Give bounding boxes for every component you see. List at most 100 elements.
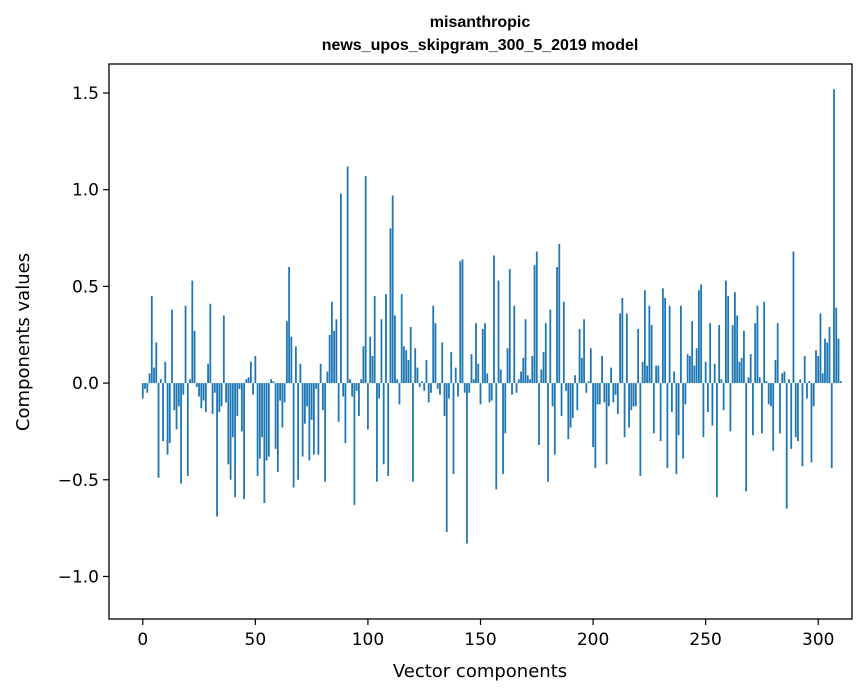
bar — [801, 383, 804, 467]
y-tick-label: −0.5 — [58, 471, 99, 491]
bar — [589, 348, 592, 384]
bar — [761, 383, 763, 434]
bar — [648, 305, 651, 384]
bar — [740, 357, 743, 384]
bar — [486, 373, 489, 384]
bar — [279, 383, 282, 401]
bar — [396, 379, 399, 384]
bar — [349, 379, 351, 384]
bar — [204, 383, 207, 413]
bar — [533, 265, 536, 384]
bar — [508, 268, 511, 384]
bar — [177, 383, 180, 407]
x-tick-label: 200 — [577, 630, 609, 650]
bar — [688, 356, 691, 384]
bar — [180, 383, 182, 484]
bar — [252, 383, 254, 395]
bar — [643, 290, 646, 384]
bar — [526, 375, 529, 384]
bar — [436, 383, 439, 389]
bar — [240, 383, 243, 432]
bar — [463, 383, 466, 393]
bar — [828, 327, 831, 384]
bar — [758, 377, 761, 384]
bar — [772, 383, 775, 451]
bar — [238, 383, 241, 389]
bar — [292, 383, 295, 488]
bar — [310, 383, 313, 420]
bar — [756, 305, 759, 384]
bar — [189, 379, 191, 384]
bar — [770, 383, 772, 407]
bar — [452, 383, 455, 474]
bar — [373, 296, 376, 384]
bar — [637, 328, 640, 384]
bar — [576, 383, 579, 411]
bar — [598, 383, 601, 405]
bar — [281, 383, 284, 428]
bar — [389, 228, 392, 384]
bar — [707, 383, 709, 413]
bar — [398, 383, 401, 405]
bar — [263, 383, 266, 503]
bar — [646, 365, 649, 384]
bar — [538, 383, 540, 445]
bar — [294, 346, 297, 384]
bar — [565, 383, 567, 391]
bar — [729, 383, 732, 432]
bar — [414, 348, 417, 384]
bar — [632, 383, 635, 407]
bar — [594, 383, 597, 469]
bar — [583, 319, 585, 384]
bar — [342, 383, 345, 397]
bar — [441, 342, 444, 384]
bar — [668, 305, 671, 384]
bar — [826, 342, 829, 384]
bar — [434, 323, 437, 384]
bar — [734, 292, 736, 384]
bar — [488, 383, 491, 403]
chart-title-line-2: news_upos_skipgram_300_5_2019 model — [322, 37, 639, 54]
bar — [745, 383, 748, 492]
bar — [493, 255, 495, 384]
bar — [776, 323, 779, 384]
bar — [587, 381, 590, 384]
bars-group — [141, 89, 842, 544]
bar — [664, 297, 667, 384]
bar — [743, 330, 745, 384]
bar — [258, 383, 261, 459]
bar — [585, 383, 588, 393]
bar — [418, 383, 421, 387]
bar — [783, 371, 786, 384]
bar — [578, 328, 581, 384]
bar — [209, 303, 212, 384]
bar — [416, 367, 419, 384]
bar — [403, 346, 405, 384]
bar — [835, 307, 838, 384]
bar — [159, 379, 162, 384]
bar — [619, 313, 621, 384]
bar — [650, 325, 653, 384]
bar — [605, 383, 608, 465]
bar — [182, 383, 185, 395]
bar — [553, 383, 556, 455]
bar — [164, 361, 167, 384]
bar — [340, 193, 342, 384]
bar — [245, 379, 248, 384]
y-tick-label: 1.5 — [72, 84, 99, 104]
bar — [634, 383, 637, 407]
bar — [315, 383, 318, 389]
bar — [819, 313, 822, 384]
y-tick-label: 1.0 — [72, 181, 99, 201]
bar — [202, 383, 205, 401]
bar — [344, 383, 347, 444]
bar — [727, 296, 730, 384]
bar — [684, 383, 687, 405]
bar — [698, 290, 700, 384]
bar — [558, 243, 561, 384]
y-axis-label: Components values — [13, 253, 34, 431]
bar — [502, 383, 504, 474]
bar — [249, 361, 252, 384]
bar — [472, 379, 475, 384]
